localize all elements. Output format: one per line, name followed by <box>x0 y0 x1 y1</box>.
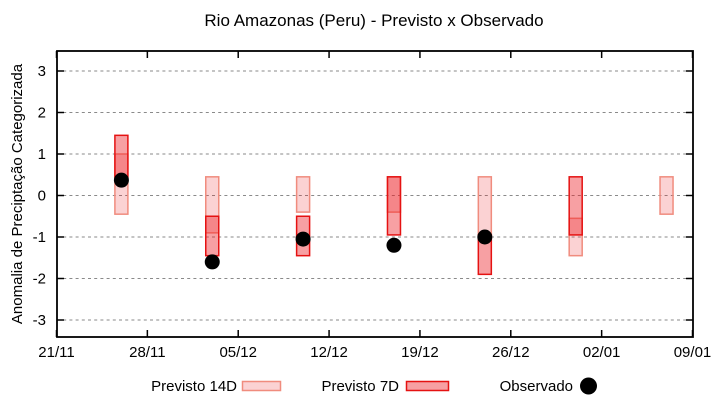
previsto7-range-bar <box>386 176 402 236</box>
observado-dot <box>113 172 129 188</box>
x-tick-label: 09/01 <box>674 344 712 361</box>
previsto14-range-bar <box>295 176 311 213</box>
y-tick-label: 2 <box>38 105 46 122</box>
series-bars <box>114 134 674 276</box>
axis-tick-labels: 3 2 1 0 -1 -2 -3 21/11 28/11 05/12 12/12 19/12 26/12… <box>33 63 712 361</box>
x-tick-label: 19/12 <box>401 344 439 361</box>
x-tick-label: 02/01 <box>583 344 621 361</box>
legend-swatch-observado-icon <box>580 377 597 395</box>
y-tick-label: 3 <box>38 63 46 80</box>
y-tick-label: 0 <box>38 188 46 205</box>
legend-label-previsto7: Previsto 7D <box>321 378 399 395</box>
plot-border <box>56 50 694 338</box>
x-tick-label: 26/12 <box>492 344 530 361</box>
y-axis-label: Anomalia de Preciptação Categorizada <box>9 63 26 324</box>
x-tick-label: 12/12 <box>310 344 348 361</box>
observado-dot <box>477 229 493 245</box>
previsto14-range-bar <box>205 176 220 234</box>
legend-swatch-previsto14-icon <box>241 380 282 392</box>
y-tick-label: -2 <box>33 271 46 288</box>
x-tick-label: 21/11 <box>38 344 74 361</box>
observed-dots <box>113 172 493 270</box>
previsto14-range-bar <box>477 176 493 236</box>
x-tick-label: 28/11 <box>129 344 165 361</box>
previsto14-range-bar <box>568 217 583 257</box>
observado-dot <box>386 237 402 253</box>
previsto14-range-bar <box>659 176 674 215</box>
y-tick-label: 1 <box>38 146 46 163</box>
y-tick-label: -1 <box>33 229 46 246</box>
legend: Previsto 14D Previsto 7D Observado <box>151 377 597 395</box>
axis-ticks <box>55 51 694 337</box>
observado-dot <box>204 254 220 270</box>
gridlines <box>57 70 693 321</box>
legend-label-observado: Observado <box>500 378 573 395</box>
chart-title: Rio Amazonas (Peru) - Previsto x Observa… <box>204 11 543 30</box>
previsto7-range-bar <box>568 176 583 236</box>
y-tick-label: -3 <box>33 312 46 329</box>
previsto7-range-bar <box>114 134 129 178</box>
previsto7-range-bar <box>205 215 220 257</box>
observado-dot <box>295 231 311 247</box>
x-tick-label: 05/12 <box>219 344 257 361</box>
legend-swatch-previsto7-icon <box>405 380 450 392</box>
legend-label-previsto14: Previsto 14D <box>151 378 237 395</box>
plot-frame <box>56 50 694 338</box>
